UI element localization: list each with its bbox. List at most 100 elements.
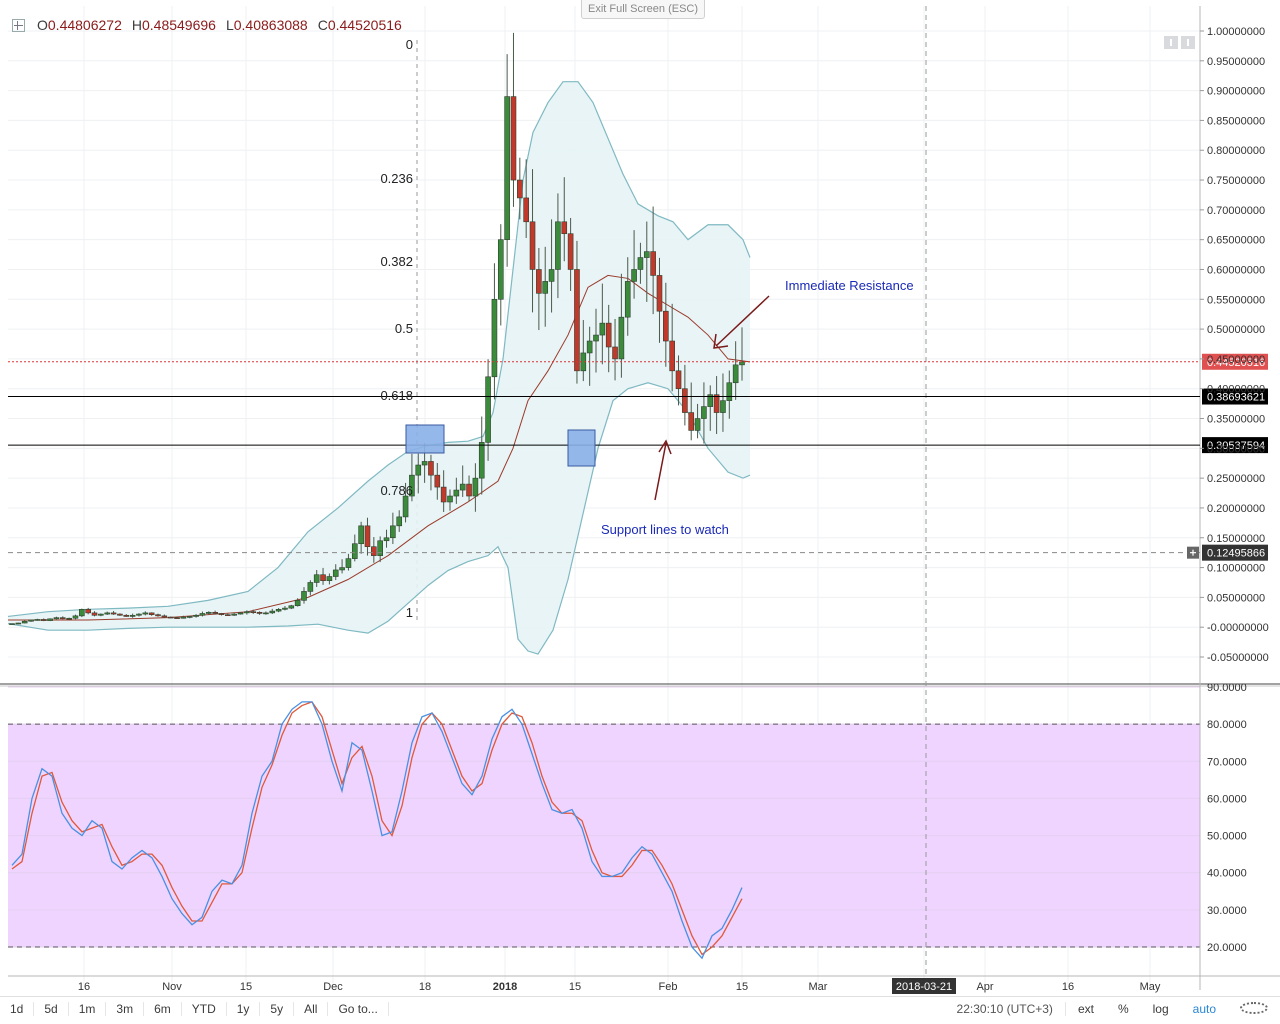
candle bbox=[434, 474, 441, 488]
close-value: 0.44520516 bbox=[327, 17, 402, 33]
osc-tick-label: 70.0000 bbox=[1207, 756, 1247, 768]
fib-level-label: 0.786 bbox=[380, 483, 413, 498]
pane-toggle-icon[interactable] bbox=[12, 18, 25, 32]
range-ytd[interactable]: YTD bbox=[182, 1002, 227, 1016]
date-cursor-bg bbox=[892, 978, 956, 994]
auto-toggle[interactable]: auto bbox=[1192, 1002, 1216, 1016]
candle bbox=[237, 612, 244, 615]
ext-toggle[interactable]: ext bbox=[1077, 1002, 1094, 1016]
support-box-left bbox=[405, 424, 445, 454]
candle bbox=[91, 612, 98, 616]
candle bbox=[358, 525, 364, 545]
y-tick-label: 0.40000000 bbox=[1207, 384, 1265, 396]
candle bbox=[383, 537, 390, 542]
candle bbox=[586, 340, 593, 354]
candle bbox=[231, 613, 237, 616]
range-5d[interactable]: 5d bbox=[34, 1002, 69, 1016]
candle bbox=[688, 412, 695, 431]
x-tick-label: 15 bbox=[736, 981, 748, 993]
range-6m[interactable]: 6m bbox=[144, 1002, 182, 1016]
percent-toggle[interactable]: % bbox=[1117, 1002, 1129, 1016]
support-box-right bbox=[567, 429, 596, 467]
x-tick-label: Dec bbox=[323, 981, 343, 993]
candle bbox=[536, 269, 542, 294]
y-tick-label: 0.95000000 bbox=[1207, 56, 1265, 68]
y-tick-label: 0.30000000 bbox=[1207, 443, 1265, 455]
resistance-arrowhead bbox=[713, 333, 729, 349]
annotation-support: Support lines to watch bbox=[601, 522, 729, 537]
candle bbox=[326, 576, 333, 581]
candle bbox=[618, 316, 625, 360]
scroll-right-icon[interactable] bbox=[1181, 36, 1195, 49]
candles bbox=[9, 32, 745, 625]
fib-level-label: 0.5 bbox=[395, 321, 413, 336]
log-toggle[interactable]: log bbox=[1152, 1002, 1169, 1016]
y-tick-label: -0.05000000 bbox=[1207, 652, 1269, 664]
candle bbox=[98, 613, 104, 616]
fib-level-label: 0 bbox=[406, 37, 413, 52]
candle bbox=[288, 605, 295, 609]
candle bbox=[637, 257, 644, 270]
settings-gear-icon[interactable] bbox=[1228, 1001, 1280, 1017]
candle bbox=[478, 442, 485, 479]
candle bbox=[510, 96, 517, 181]
candle bbox=[313, 574, 320, 583]
candle bbox=[663, 310, 669, 342]
exit-fullscreen-button[interactable]: Exit Full Screen (ESC) bbox=[581, 0, 705, 19]
candle bbox=[364, 525, 371, 548]
candle bbox=[409, 474, 415, 497]
candle bbox=[72, 615, 79, 619]
candle bbox=[377, 540, 383, 556]
price-line-label: 0.38693621 bbox=[1207, 392, 1265, 404]
range-1y[interactable]: 1y bbox=[227, 1002, 261, 1016]
osc-tick-label: 50.0000 bbox=[1207, 831, 1247, 843]
x-tick-label: 16 bbox=[78, 981, 90, 993]
stoch-d-line bbox=[11, 701, 743, 956]
candle bbox=[624, 281, 631, 318]
candle bbox=[225, 614, 231, 616]
y-tick-label: -0.00000000 bbox=[1207, 622, 1269, 634]
scroll-left-icon[interactable] bbox=[1164, 36, 1178, 49]
candle bbox=[726, 382, 733, 401]
range-1d[interactable]: 1d bbox=[0, 1002, 35, 1016]
range-3m[interactable]: 3m bbox=[106, 1002, 145, 1016]
range-5y[interactable]: 5y bbox=[260, 1002, 295, 1016]
resistance-arrow bbox=[715, 295, 770, 347]
candle bbox=[199, 613, 206, 616]
y-tick-label: 0.10000000 bbox=[1207, 563, 1265, 575]
range-1m[interactable]: 1m bbox=[69, 1002, 107, 1016]
candle bbox=[307, 582, 314, 592]
candle bbox=[205, 611, 212, 614]
candle bbox=[682, 388, 688, 413]
candle bbox=[345, 558, 352, 568]
candle bbox=[713, 394, 720, 413]
y-tick-label: 0.65000000 bbox=[1207, 235, 1265, 247]
y-tick-label: 0.25000000 bbox=[1207, 473, 1265, 485]
candle bbox=[390, 525, 396, 539]
candle bbox=[669, 340, 675, 372]
x-tick-label: May bbox=[1140, 981, 1161, 993]
support-arrowhead bbox=[658, 439, 672, 455]
candle bbox=[104, 612, 111, 615]
candle bbox=[21, 620, 28, 624]
candle bbox=[631, 269, 637, 282]
price-line-label: 0.12495866 bbox=[1207, 548, 1265, 560]
low-value: 0.40863088 bbox=[233, 17, 308, 33]
candle bbox=[193, 614, 199, 617]
candle bbox=[371, 546, 377, 556]
goto-date-button[interactable]: Go to... bbox=[328, 1002, 389, 1016]
candle bbox=[136, 613, 142, 616]
candle bbox=[656, 275, 663, 312]
candle bbox=[542, 281, 549, 294]
x-tick-label: Nov bbox=[162, 981, 182, 993]
fib-level-label: 1 bbox=[406, 605, 413, 620]
range-all[interactable]: All bbox=[294, 1002, 329, 1016]
bollinger-mid bbox=[8, 274, 751, 621]
candle bbox=[447, 495, 453, 503]
candle bbox=[294, 600, 301, 607]
candle bbox=[148, 612, 155, 615]
osc-tick-label: 40.0000 bbox=[1207, 868, 1247, 880]
candle bbox=[567, 233, 574, 270]
open-label: O bbox=[37, 17, 48, 33]
